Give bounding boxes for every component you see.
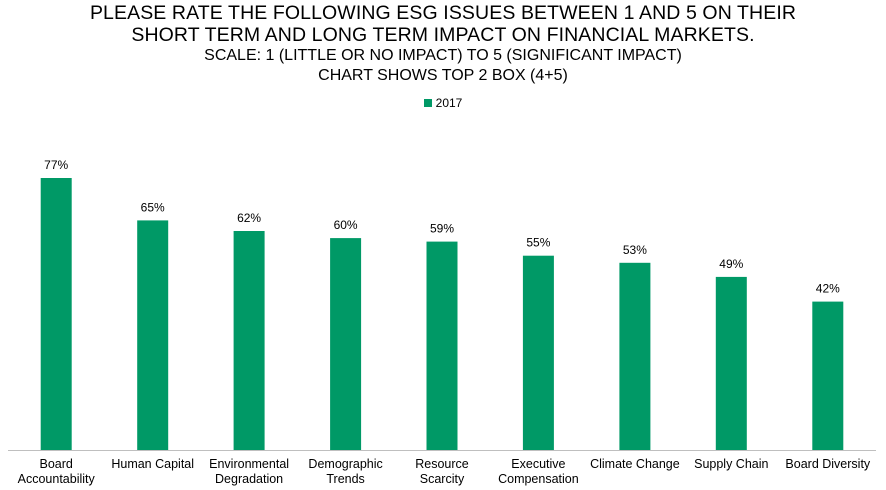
x-tick-label-0-1: Accountability — [18, 472, 96, 486]
x-tick-label-5-1: Compensation — [498, 472, 579, 486]
x-tick-label-7-0: Supply Chain — [694, 457, 768, 471]
chart-title-line-2: SHORT TERM AND LONG TERM IMPACT ON FINAN… — [131, 24, 755, 46]
bar-5 — [522, 255, 554, 450]
bar-7 — [715, 276, 747, 450]
bar-8 — [812, 301, 844, 450]
x-tick-label-2-1: Degradation — [215, 472, 283, 486]
x-tick-label-1-0: Human Capital — [111, 457, 194, 471]
x-tick-label-4-1: Scarcity — [420, 472, 465, 486]
bar-value-label-6: 53% — [623, 243, 647, 257]
bar-value-label-7: 49% — [719, 257, 743, 271]
legend-swatch-2017 — [423, 99, 432, 107]
chart-title-block: PLEASE RATE THE FOLLOWING ESG ISSUES BET… — [0, 2, 886, 86]
bar-value-label-5: 55% — [526, 236, 550, 250]
chart-subtitle-line-1: SCALE: 1 (LITTLE OR NO IMPACT) TO 5 (SIG… — [204, 47, 682, 64]
x-tick-label-6-0: Climate Change — [590, 457, 680, 471]
x-tick-label-5-0: Executive — [511, 457, 565, 471]
x-tick-label-2-0: Environmental — [209, 457, 289, 471]
bar-6 — [619, 262, 651, 450]
bar-value-label-4: 59% — [430, 222, 454, 236]
bar-3 — [330, 238, 362, 450]
bar-value-label-3: 60% — [334, 218, 358, 232]
legend-label-2017: 2017 — [435, 96, 463, 110]
chart-subtitle-line-2: CHART SHOWS TOP 2 BOX (4+5) — [318, 67, 568, 84]
bar-value-label-0: 77% — [44, 158, 68, 172]
bar-1 — [137, 220, 169, 450]
bar-value-label-1: 65% — [141, 200, 165, 214]
x-tick-label-0-0: Board — [40, 457, 73, 471]
bar-4 — [426, 241, 458, 450]
bar-2 — [233, 231, 265, 450]
x-tick-label-4-0: Resource — [415, 457, 469, 471]
chart-legend: 2017 — [0, 96, 886, 110]
chart-title-line-1: PLEASE RATE THE FOLLOWING ESG ISSUES BET… — [89, 2, 797, 24]
bar-value-label-2: 62% — [237, 211, 261, 225]
x-tick-label-3-0: Demographic — [308, 457, 382, 471]
x-tick-label-8-0: Board Diversity — [785, 457, 870, 471]
bar-value-label-8: 42% — [816, 282, 840, 296]
bar-0 — [40, 178, 72, 450]
x-tick-label-3-1: Trends — [326, 472, 364, 486]
